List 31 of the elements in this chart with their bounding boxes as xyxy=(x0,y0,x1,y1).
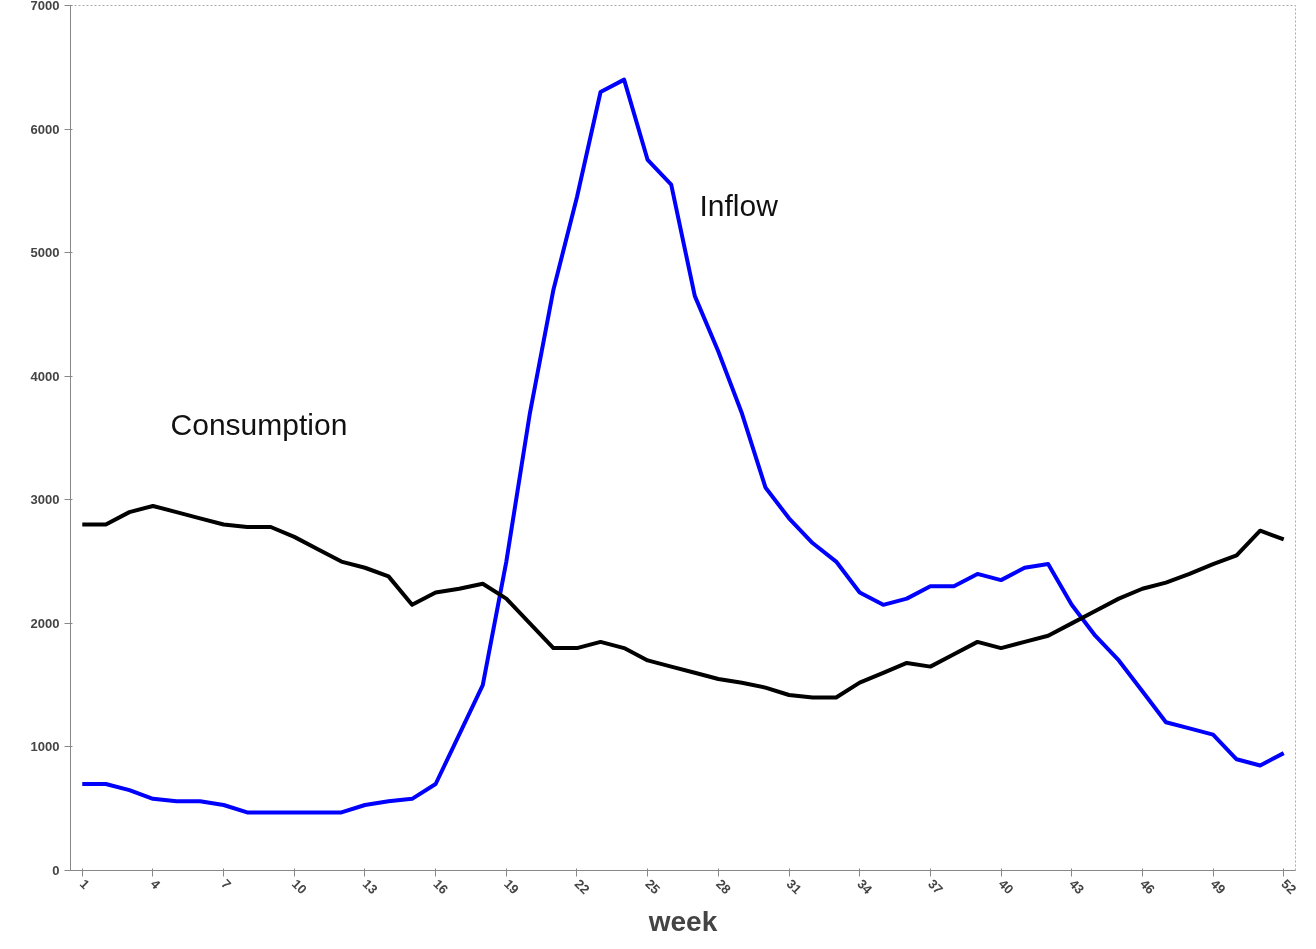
x-tick-label: 34 xyxy=(854,876,876,898)
text: Consumption xyxy=(170,408,348,442)
y-tick-label: 5000 xyxy=(30,245,60,261)
x-tick-label: 46 xyxy=(1137,876,1158,898)
y-tick-label: 2000 xyxy=(30,615,60,631)
x-tick-label: 25 xyxy=(642,876,664,898)
x-tick-label: 31 xyxy=(783,876,805,898)
y-tick-label: 1000 xyxy=(30,739,60,755)
y-tick-label: 7000 xyxy=(30,0,60,13)
x-tick-label: 52 xyxy=(1278,876,1300,898)
series-label: Inflow xyxy=(699,189,779,223)
x-tick-label: 4 xyxy=(147,876,164,893)
x-tick-label: 43 xyxy=(1066,876,1088,898)
x-tick-label: 40 xyxy=(995,876,1017,898)
y-tick-label: 6000 xyxy=(30,121,60,137)
x-tick-label: 49 xyxy=(1207,876,1229,898)
x-tick-label: 22 xyxy=(571,876,593,898)
y-tick-label: 3000 xyxy=(30,492,60,508)
y-tick-label: 4000 xyxy=(30,368,60,384)
x-tick-label: 37 xyxy=(925,876,946,898)
x-tick-label: 1 xyxy=(76,876,93,892)
line-series xyxy=(80,503,1286,700)
y-tick-label: 0 xyxy=(52,863,60,878)
x-tick-label: 7 xyxy=(218,876,235,892)
x-tick-label: 13 xyxy=(359,876,381,898)
x-axis-title: week xyxy=(647,906,718,938)
x-tick-label: 16 xyxy=(430,876,452,898)
x-tick-label: 10 xyxy=(288,876,310,898)
x-tick-label: 19 xyxy=(501,876,522,898)
x-tick-label: 28 xyxy=(713,876,734,898)
line-series xyxy=(80,77,1286,815)
